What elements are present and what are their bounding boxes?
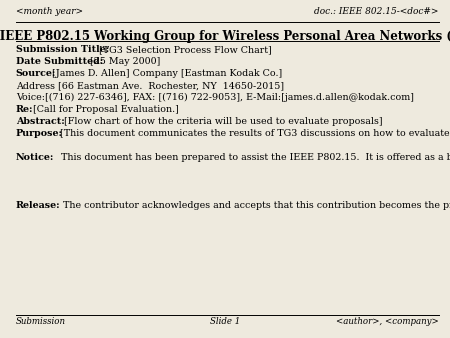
Text: Notice:: Notice:: [16, 153, 54, 162]
Text: [This document communicates the results of TG3 discussions on how to evaluate th: [This document communicates the results …: [54, 129, 450, 138]
Text: Submission: Submission: [16, 317, 66, 326]
Text: Slide 1: Slide 1: [210, 317, 240, 326]
Text: Submission Title:: Submission Title:: [16, 45, 109, 54]
Text: Source:: Source:: [16, 69, 56, 78]
Text: Project: IEEE P802.15 Working Group for Wireless Personal Area Networks (WPANs): Project: IEEE P802.15 Working Group for …: [0, 30, 450, 43]
Text: Re:: Re:: [16, 105, 33, 114]
Text: Release:: Release:: [16, 201, 60, 210]
Text: [Call for Proposal Evaluation.]: [Call for Proposal Evaluation.]: [30, 105, 179, 114]
Text: [James D. Allen] Company [Eastman Kodak Co.]: [James D. Allen] Company [Eastman Kodak …: [49, 69, 282, 78]
Text: This document has been prepared to assist the IEEE P802.15.  It is offered as a : This document has been prepared to assis…: [49, 153, 450, 162]
Text: Purpose:: Purpose:: [16, 129, 63, 138]
Text: <author>, <company>: <author>, <company>: [336, 317, 439, 326]
Text: doc.: IEEE 802.15-<doc#>: doc.: IEEE 802.15-<doc#>: [315, 7, 439, 16]
Text: [25 May 2000]: [25 May 2000]: [86, 57, 160, 66]
Text: [Flow chart of how the criteria will be used to evaluate proposals]: [Flow chart of how the criteria will be …: [58, 117, 383, 126]
Text: Abstract:: Abstract:: [16, 117, 64, 126]
Text: Date Submitted:: Date Submitted:: [16, 57, 103, 66]
Text: Address [66 Eastman Ave.  Rochester, NY  14650-2015]: Address [66 Eastman Ave. Rochester, NY 1…: [16, 81, 284, 90]
Text: The contributor acknowledges and accepts that this contribution becomes the prop: The contributor acknowledges and accepts…: [54, 201, 450, 210]
Text: <month year>: <month year>: [16, 7, 83, 16]
Text: [TG3 Selection Process Flow Chart]: [TG3 Selection Process Flow Chart]: [96, 45, 272, 54]
Text: Voice:[(716) 227-6346], FAX: [(716) 722-9053], E-Mail:[james.d.allen@kodak.com]: Voice:[(716) 227-6346], FAX: [(716) 722-…: [16, 93, 414, 102]
